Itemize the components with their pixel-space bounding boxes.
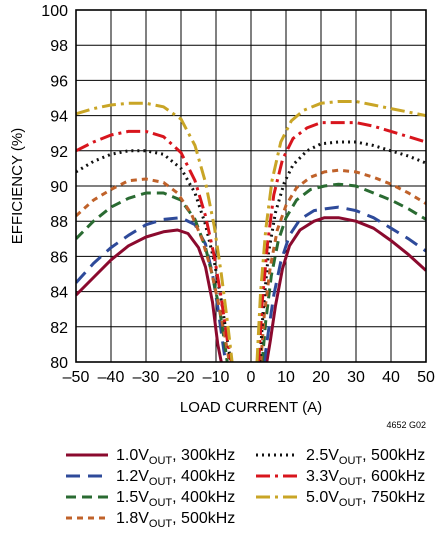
x-axis-label: LOAD CURRENT (A) [180,399,322,416]
y-tick-label: 88 [50,214,68,231]
x-tick-label: –50 [63,369,90,386]
y-tick-label: 86 [50,249,68,266]
x-tick-labels: –50 –40 –30 –20 –10 0 10 20 30 40 50 [63,369,435,386]
x-tick-label: 20 [312,369,330,386]
y-tick-label: 84 [50,285,68,302]
series-line-5-right [258,140,426,362]
legend-label: 1.2VOUT, 400kHz [116,468,235,488]
y-tick-label: 96 [50,73,68,90]
series-line-6-left [76,129,233,362]
y-tick-label: 90 [50,179,68,196]
y-tick-label: 100 [41,3,68,20]
y-tick-label: 94 [50,109,68,126]
series-line-3-right [260,182,426,362]
y-tick-label: 82 [50,320,68,337]
x-tick-label: 40 [382,369,400,386]
series-line-3-left [76,191,229,362]
x-tick-label: –10 [203,369,230,386]
legend-label: 1.5VOUT, 400kHz [116,489,235,509]
legend-label: 3.3VOUT, 600kHz [306,468,425,488]
legend-label: 1.0VOUT, 300kHz [116,447,235,467]
series-line-4-left [76,177,231,362]
legend-label: 2.5VOUT, 500kHz [306,447,425,467]
series-line-2-left [76,216,227,362]
figure-number: 4652 G02 [386,420,426,430]
series-line-4-right [259,168,426,362]
series-line-1-right [265,216,426,362]
legend-label: 1.8VOUT, 500kHz [116,510,235,530]
y-tick-label: 98 [50,38,68,55]
x-tick-label: –40 [98,369,125,386]
legend: 1.0VOUT, 300kHz 2.5VOUT, 500kHz 1.2VOUT, 4… [66,447,425,530]
series-line-5-left [76,149,233,362]
x-tick-label: 10 [277,369,295,386]
x-tick-label: –30 [133,369,160,386]
series-line-7-left [76,101,234,362]
legend-label: 5.0VOUT, 750kHz [306,489,425,509]
y-tick-label: 92 [50,144,68,161]
series-line-7-right [255,100,426,362]
series-line-6-right [257,121,426,362]
x-tick-label: 0 [247,369,256,386]
series-layer [76,100,426,362]
plot-frame [75,9,427,363]
y-tick-label: 80 [50,355,68,372]
x-tick-label: –20 [168,369,195,386]
plot-grid [75,9,427,363]
series-line-2-right [262,205,426,362]
y-tick-labels: 80 82 84 86 88 90 92 94 96 98 100 [41,3,68,372]
series-line-1-left [76,228,223,362]
y-axis-label: EFFICIENCY (%) [9,128,26,244]
x-tick-label: 30 [347,369,365,386]
x-tick-label: 50 [417,369,435,386]
